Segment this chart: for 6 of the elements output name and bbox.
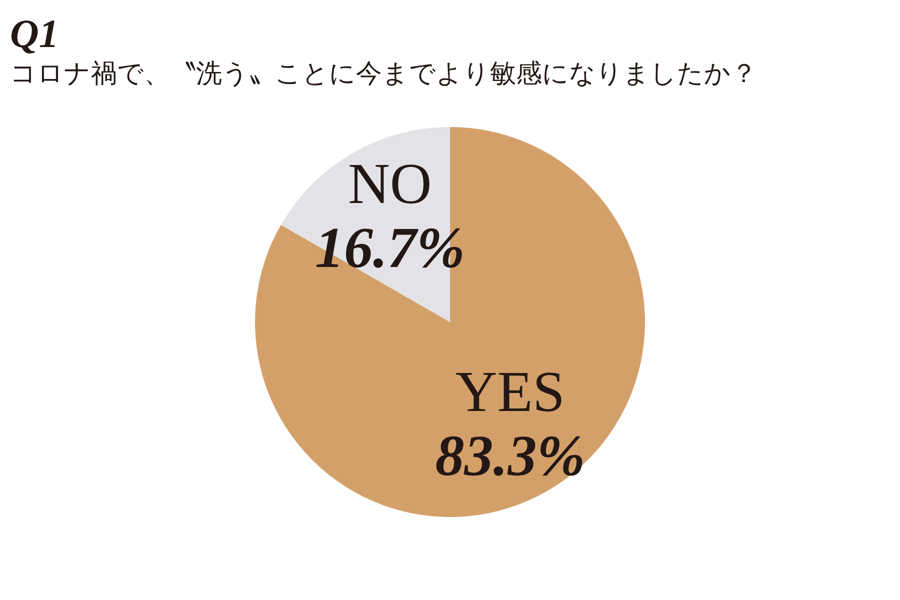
pie-slice [255, 127, 645, 517]
slice-label: NO [348, 151, 432, 216]
data-label: 83.3% [435, 422, 586, 488]
chart-title: Q1 [10, 11, 59, 56]
slice-label: YES [455, 358, 565, 424]
chart-subtitle: コロナ禍で、〝洗う〟ことに今までより敏感になりましたか？ [10, 59, 757, 89]
